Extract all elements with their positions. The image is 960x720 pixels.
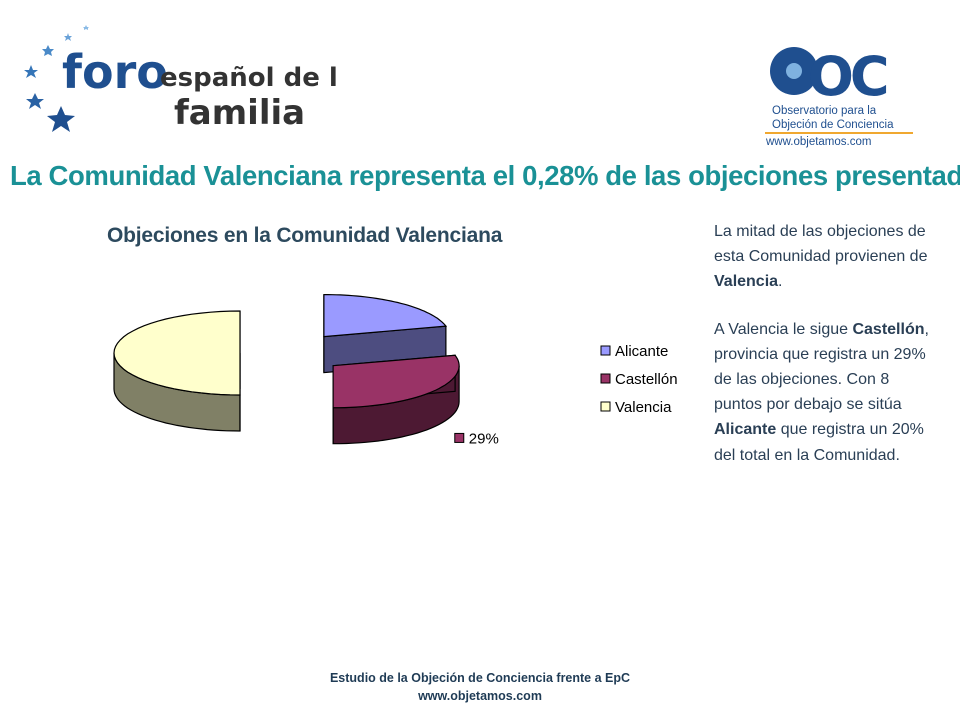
legend-item-valencia: Valencia — [600, 399, 672, 416]
logo-line1: Observatorio para la — [772, 105, 877, 117]
legend-swatch — [600, 401, 611, 412]
pie-slices — [113, 294, 460, 445]
pie-chart: 21%29%50% Alicante Castellón Valencia — [113, 294, 678, 447]
footer-url: www.objetamos.com — [418, 689, 542, 703]
chart-legend: Alicante Castellón Valencia — [600, 343, 678, 416]
pie-data-labels: 21%29%50% — [454, 430, 499, 447]
pie-label-castellon: 29% — [454, 430, 499, 447]
logo-espanol: español de la — [160, 63, 338, 93]
logo-foro: foro — [62, 45, 168, 99]
pie-slice-valencia — [113, 310, 241, 432]
legend-item-castellon: Castellón — [600, 371, 678, 388]
star-icon — [64, 33, 72, 41]
pie-label-swatch — [454, 432, 465, 443]
legend-label: Valencia — [615, 399, 672, 416]
footer-study-title: Estudio de la Objeción de Conciencia fre… — [329, 671, 631, 685]
pie-label-text: 29% — [469, 430, 499, 447]
legend-item-alicante: Alicante — [600, 343, 668, 360]
legend-swatch — [600, 373, 611, 384]
pie-slice-castellon — [332, 354, 460, 445]
side-paragraph-2: A Valencia le sigue Castellón, provincia… — [714, 320, 929, 464]
star-icon — [24, 65, 38, 78]
legend-label: Castellón — [615, 371, 678, 388]
slide-footer: Estudio de la Objeción de Conciencia fre… — [0, 669, 960, 705]
star-icon — [26, 93, 44, 109]
logo-familia: familia — [174, 93, 305, 133]
logo-mark: OC — [808, 45, 887, 108]
observatorio-logo: OC Observatorio para la Objeción de Conc… — [765, 45, 913, 148]
foro-espanol-familia-logo: foro español de la familia — [24, 25, 338, 133]
star-icon — [47, 106, 75, 132]
star-icon — [83, 25, 89, 30]
legend-swatch — [600, 345, 611, 356]
legend-label: Alicante — [615, 343, 668, 360]
star-icon — [42, 45, 54, 56]
side-description: La mitad de las objeciones de esta Comun… — [714, 219, 938, 468]
logo-url: www.objetamos.com — [765, 136, 871, 148]
logo-line2: Objeción de Conciencia — [772, 119, 894, 131]
side-paragraph-1: La mitad de las objeciones de esta Comun… — [714, 223, 928, 291]
slide-headline: La Comunidad Valenciana representa el 0,… — [10, 160, 960, 191]
logo-dot — [786, 63, 802, 79]
chart-title: Objeciones en la Comunidad Valenciana — [107, 224, 503, 247]
logo-underline — [765, 132, 913, 134]
